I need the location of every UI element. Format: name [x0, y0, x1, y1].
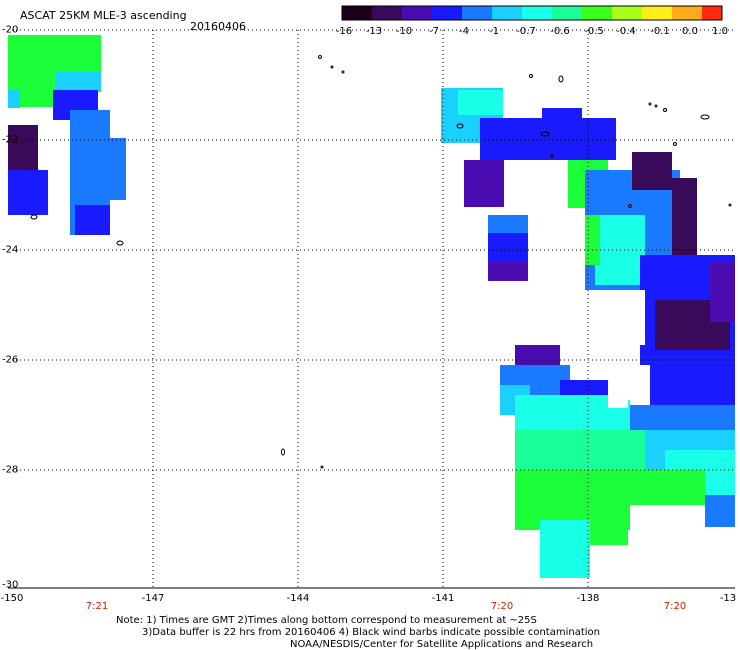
lat-label: -26 — [2, 354, 19, 366]
colorbar-swatch — [492, 6, 522, 20]
colorbar-swatch — [342, 6, 372, 20]
colorbar-label: -10 — [395, 26, 413, 37]
colorbar-swatch — [432, 6, 462, 20]
colorbar-swatch — [462, 6, 492, 20]
colorbar-label: -0.4 — [616, 26, 636, 37]
lon-label: -13 — [719, 593, 737, 604]
note-line-3: NOAA/NESDIS/Center for Satellite Applica… — [290, 639, 594, 650]
note-line-2: 3)Data buffer is 22 hrs from 20160406 4)… — [142, 627, 600, 638]
swath-right-upper — [441, 88, 616, 281]
colorbar-label: -0.5 — [584, 26, 604, 37]
lat-label: -24 — [2, 244, 19, 256]
colorbar-swatch — [552, 6, 582, 20]
lon-label: -147 — [141, 593, 165, 604]
grid — [8, 29, 735, 588]
lat-label: -20 — [2, 24, 19, 36]
time-label: 7:20 — [490, 601, 514, 612]
swath-mask — [600, 290, 645, 408]
colorbar-swatch — [672, 6, 702, 20]
colorbar-swatch — [702, 6, 722, 20]
lat-label: -30 — [2, 579, 19, 591]
colorbar-label: 1.0 — [712, 26, 728, 37]
colorbar-label: -7 — [429, 26, 439, 37]
lon-label: -150 — [0, 593, 24, 604]
lat-label: -22 — [2, 134, 19, 146]
colorbar-label: -0.1 — [650, 26, 670, 37]
colorbar-swatch — [582, 6, 612, 20]
swath-right — [500, 152, 735, 578]
chart-title: ASCAT 25KM MLE-3 ascending — [20, 9, 187, 22]
lon-label: -138 — [576, 593, 600, 604]
time-label: 7:20 — [663, 601, 687, 612]
note-line-1: Note: 1) Times are GMT 2)Times along bot… — [116, 615, 537, 626]
colorbar-label: -0.6 — [550, 26, 570, 37]
lat-label: -28 — [2, 464, 19, 476]
colorbar-label: -16 — [335, 26, 353, 37]
time-label: 7:21 — [85, 601, 109, 612]
colorbar — [341, 5, 723, 21]
colorbar-label: -1 — [489, 26, 499, 37]
colorbar-label: -0.7 — [516, 26, 536, 37]
lon-label: -144 — [286, 593, 310, 604]
colorbar-swatch — [522, 6, 552, 20]
lon-label: -141 — [431, 593, 455, 604]
colorbar-swatch — [402, 6, 432, 20]
island-outlines — [30, 55, 732, 469]
swath-left — [8, 35, 126, 235]
colorbar-swatch — [612, 6, 642, 20]
colorbar-swatch — [372, 6, 402, 20]
colorbar-label: -13 — [365, 26, 383, 37]
colorbar-label: 0.0 — [682, 26, 698, 37]
colorbar-label: -4 — [459, 26, 469, 37]
colorbar-swatch — [642, 6, 672, 20]
